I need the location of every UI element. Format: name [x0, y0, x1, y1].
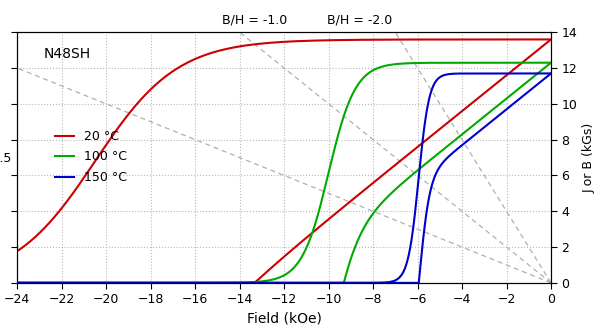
X-axis label: Field (kOe): Field (kOe) [247, 312, 322, 326]
Text: B/H = -0.5: B/H = -0.5 [0, 151, 11, 164]
Text: N48SH: N48SH [44, 47, 91, 61]
Text: B/H = -1.0: B/H = -1.0 [223, 13, 287, 26]
Legend: 20 °C, 100 °C, 150 °C: 20 °C, 100 °C, 150 °C [50, 125, 132, 189]
Y-axis label: J or B (kGs): J or B (kGs) [583, 122, 596, 193]
Text: B/H = -2.0: B/H = -2.0 [328, 13, 392, 26]
